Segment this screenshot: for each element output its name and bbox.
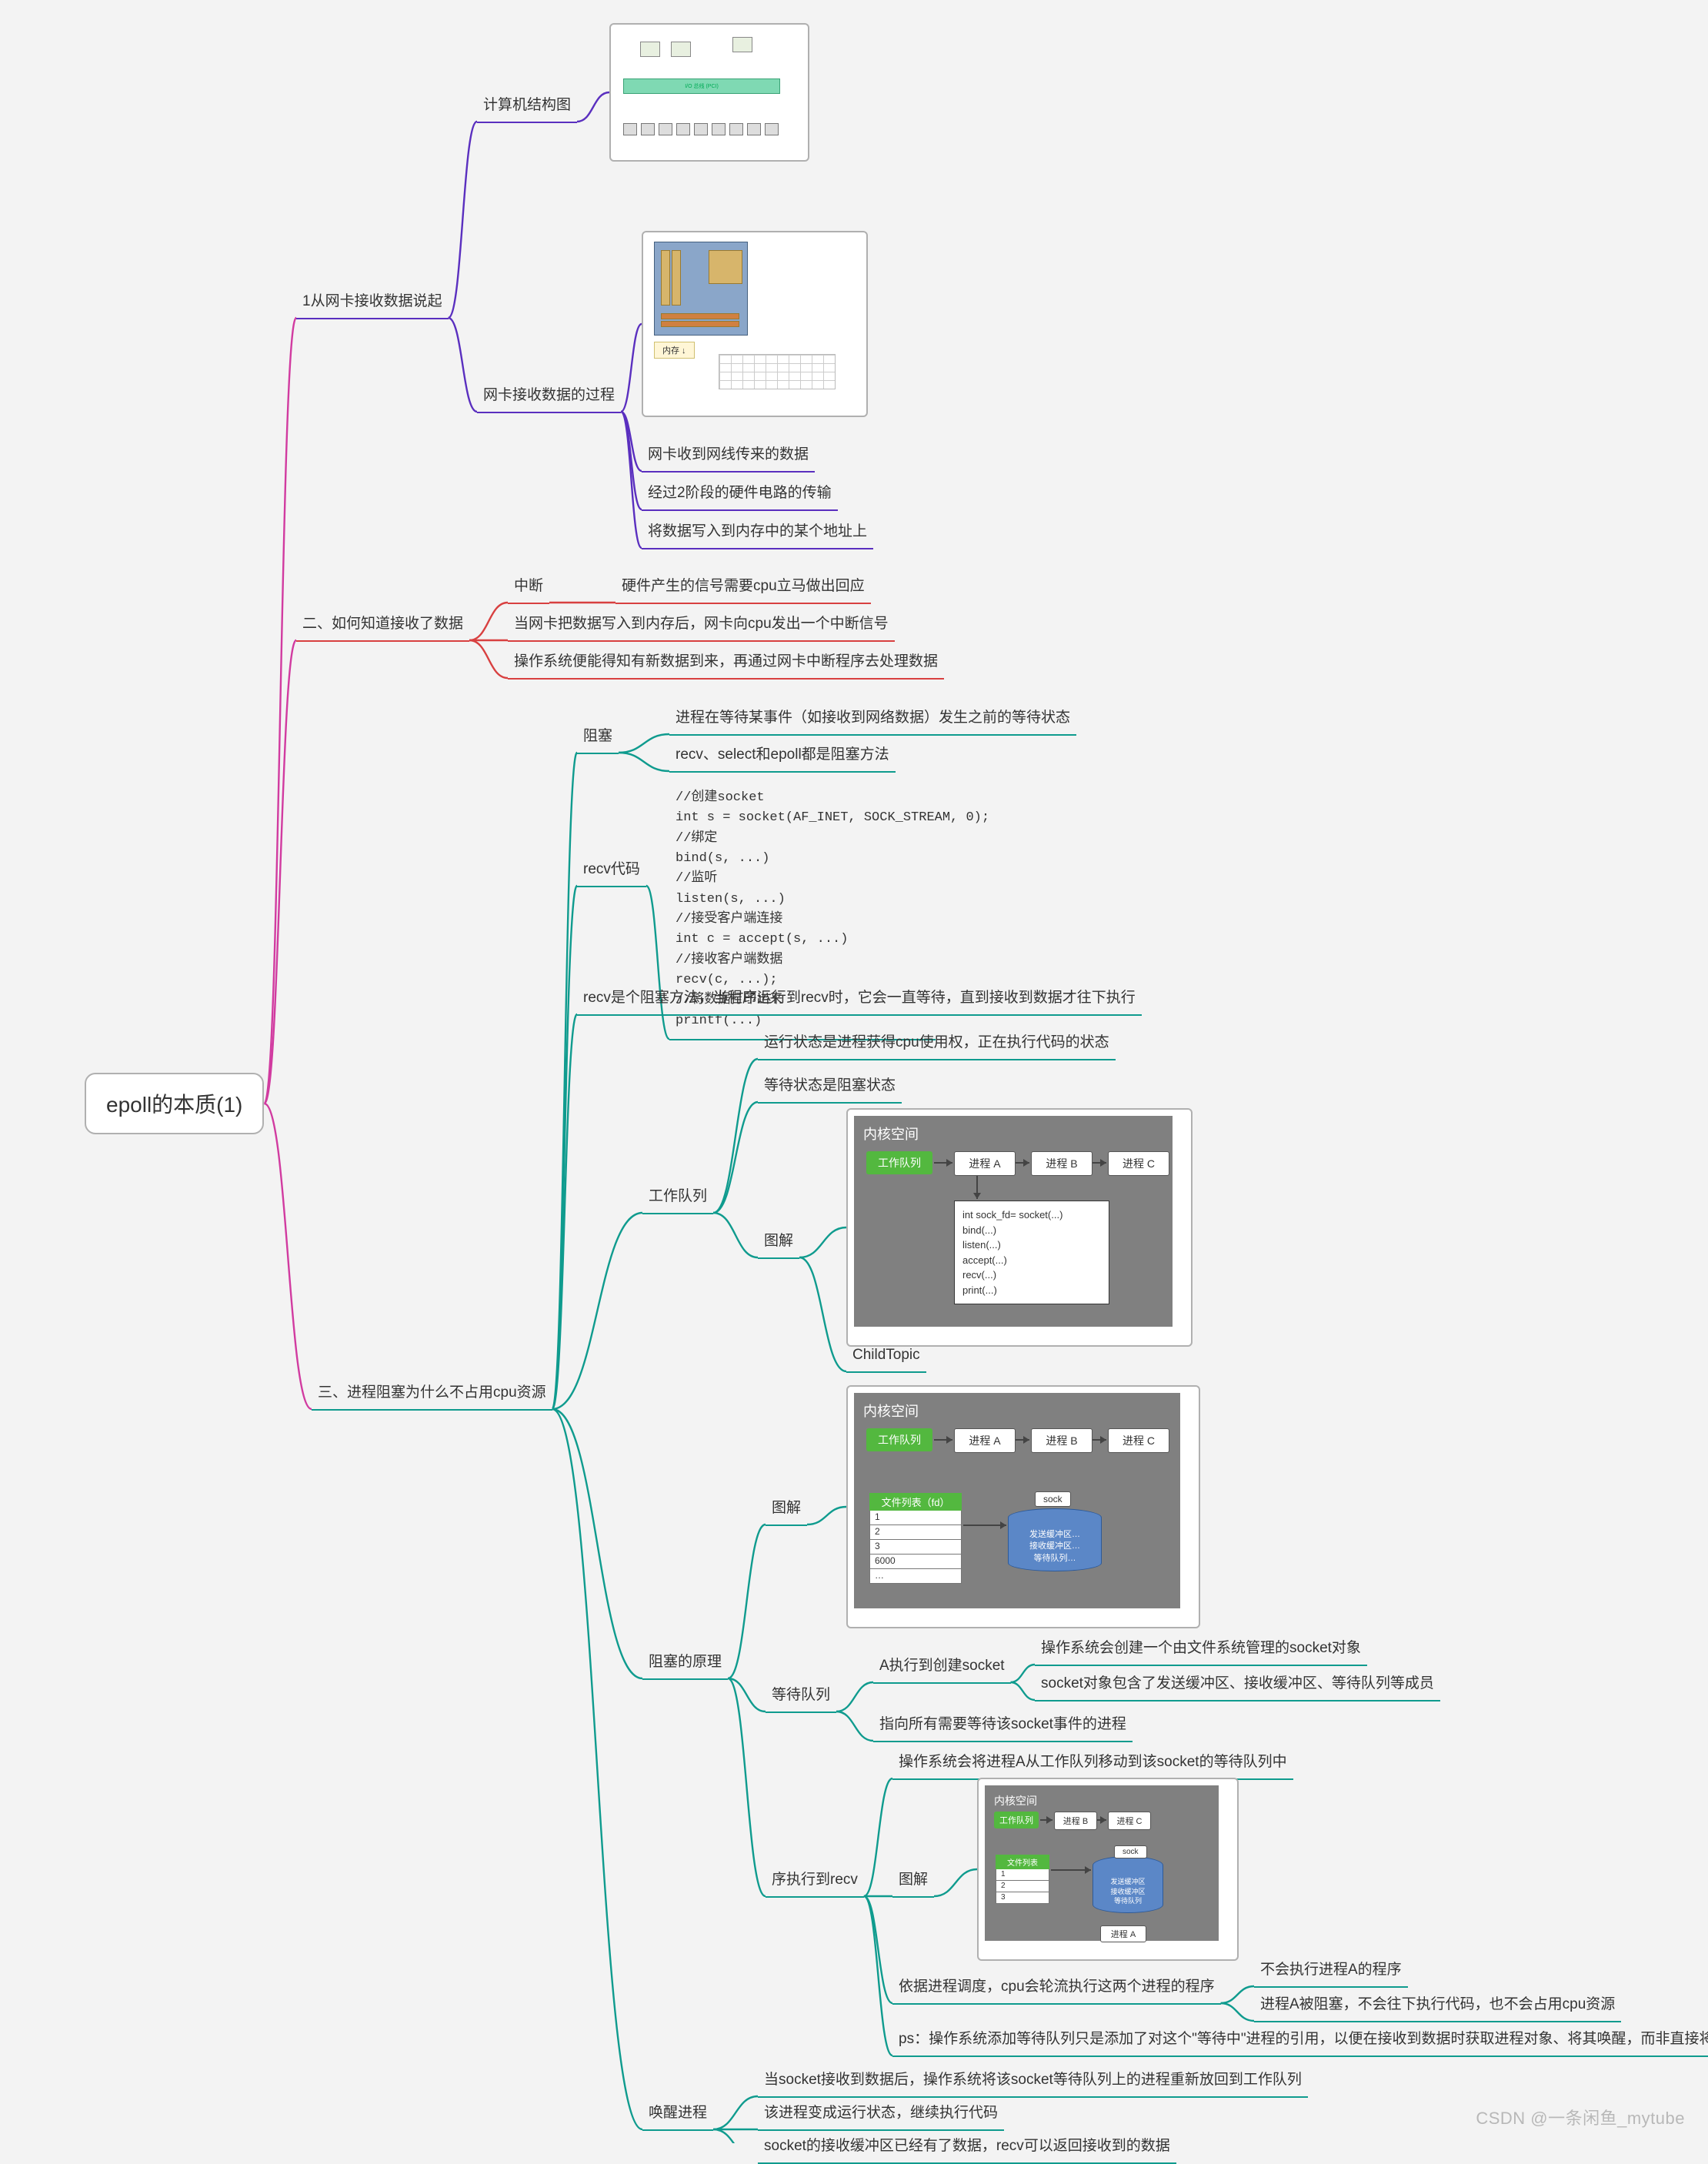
connector <box>552 1213 642 1409</box>
connector <box>864 1896 892 2055</box>
connector <box>1221 1986 1254 2003</box>
connector <box>713 1213 758 1257</box>
connector <box>807 1507 846 1524</box>
mindmap-node[interactable]: socket的接收缓冲区已经有了数据，recv可以返回接收到的数据 <box>758 2131 1176 2164</box>
connector <box>799 1257 846 1371</box>
connector <box>799 1227 846 1257</box>
connector <box>728 1524 766 1678</box>
mindmap-node[interactable]: 阻塞的原理 <box>642 1647 728 1680</box>
mindmap-node[interactable]: 中断 <box>508 571 549 604</box>
mindmap-node[interactable]: 网卡收到网线传来的数据 <box>642 439 815 473</box>
embedded-kern3[interactable]: 内核空间工作队列进程 B进程 C文件列表123发送缓冲区接收缓冲区等待队列soc… <box>977 1778 1239 1961</box>
mindmap-node[interactable]: ps：操作系统添加等待队列只是添加了对这个"等待中"进程的引用，以便在接收到数据… <box>892 2024 1708 2057</box>
connector <box>577 92 609 122</box>
mindmap-node[interactable]: 进程在等待某事件（如接收到网络数据）发生之前的等待状态 <box>669 703 1076 736</box>
mindmap-node[interactable]: 阻塞 <box>577 721 619 754</box>
connector <box>264 640 296 1104</box>
connector <box>836 1711 873 1741</box>
mindmap-node[interactable]: socket对象包含了发送缓冲区、接收缓冲区、等待队列等成员 <box>1035 1668 1440 1701</box>
mindmap-node[interactable]: 进程A被阻塞，不会往下执行代码，也不会占用cpu资源 <box>1254 1989 1621 2022</box>
connector <box>713 1102 758 1213</box>
mindmap-node[interactable]: 依据进程调度，cpu会轮流执行这两个进程的程序 <box>892 1972 1221 2005</box>
mindmap-node[interactable]: 操作系统会创建一个由文件系统管理的socket对象 <box>1035 1633 1367 1666</box>
mindmap-node[interactable]: 当网卡把数据写入到内存后，网卡向cpu发出一个中断信号 <box>508 609 895 642</box>
embedded-arch[interactable]: I/O 总线 (PCI) <box>609 23 809 162</box>
connector <box>552 1409 642 2129</box>
connector <box>864 1778 892 1896</box>
connector <box>264 1104 312 1409</box>
connector <box>449 122 477 318</box>
mindmap-node[interactable]: 1从网卡接收数据说起 <box>296 286 449 319</box>
mindmap-node[interactable]: 该进程变成运行状态，继续执行代码 <box>758 2098 1004 2131</box>
mindmap-node[interactable]: 计算机结构图 <box>477 90 577 123</box>
mindmap-node[interactable]: 图解 <box>758 1226 799 1259</box>
connector <box>621 412 642 471</box>
embedded-mobo[interactable]: 内存 ↓ <box>642 231 868 417</box>
connector <box>552 886 577 1409</box>
embedded-kern2[interactable]: 内核空间工作队列进程 A进程 B进程 C文件列表（fd）1236000…发送缓冲… <box>846 1385 1200 1628</box>
mindmap-node[interactable]: 等待队列 <box>766 1680 836 1713</box>
connector <box>469 603 508 640</box>
connector <box>1011 1665 1035 1682</box>
connector <box>934 1869 977 1896</box>
mindmap-node[interactable]: 序执行到recv <box>766 1865 864 1898</box>
mindmap-node[interactable]: recv、select和epoll都是阻塞方法 <box>669 740 896 773</box>
connector <box>552 1409 642 1678</box>
mindmap-node[interactable]: 当socket接收到数据后，操作系统将该socket等待队列上的进程重新放回到工… <box>758 2065 1308 2098</box>
mindmap-node[interactable]: A执行到创建socket <box>873 1651 1011 1684</box>
connector <box>728 1678 766 1896</box>
connector <box>552 753 577 1409</box>
mindmap-node[interactable]: 图解 <box>892 1865 934 1898</box>
connector <box>621 324 642 412</box>
mindmap-node[interactable]: 唤醒进程 <box>642 2098 713 2131</box>
connector <box>621 412 642 509</box>
connector <box>619 753 669 771</box>
connector <box>552 1014 577 1409</box>
root-node[interactable]: epoll的本质(1) <box>85 1073 264 1134</box>
connector <box>621 412 642 548</box>
embedded-kern1[interactable]: 内核空间工作队列进程 A进程 B进程 Cint sock_fd= socket(… <box>846 1108 1193 1347</box>
connector <box>619 734 669 753</box>
mindmap-node[interactable]: 运行状态是进程获得cpu使用权，正在执行代码的状态 <box>758 1027 1116 1060</box>
connector <box>264 318 296 1104</box>
connector <box>1221 2003 1254 2021</box>
mindmap-node[interactable]: recv是个阻塞方法，当程序运行到recv时，它会一直等待，直到接收到数据才往下… <box>577 983 1142 1016</box>
mindmap-node[interactable]: 将数据写入到内存中的某个地址上 <box>642 516 873 549</box>
mindmap-node[interactable]: 三、进程阻塞为什么不占用cpu资源 <box>312 1378 552 1411</box>
connector <box>646 886 669 1039</box>
connector <box>836 1682 873 1711</box>
connector <box>713 2129 758 2143</box>
watermark: CSDN @一条闲鱼_mytube <box>1476 2105 1685 2129</box>
mindmap-node[interactable]: 操作系统便能得知有新数据到来，再通过网卡中断程序去处理数据 <box>508 646 944 680</box>
mindmap-node[interactable]: 图解 <box>766 1493 807 1526</box>
mindmap-node[interactable]: 不会执行进程A的程序 <box>1254 1955 1408 1988</box>
mindmap-node[interactable]: 网卡接收数据的过程 <box>477 380 621 413</box>
connector <box>713 2096 758 2129</box>
mindmap-node[interactable]: recv代码 <box>577 854 646 887</box>
connector <box>1011 1682 1035 1700</box>
connector <box>864 1896 892 2003</box>
connector <box>713 1059 758 1213</box>
connector <box>469 640 508 678</box>
mindmap-node[interactable]: 指向所有需要等待该socket事件的进程 <box>873 1709 1133 1742</box>
mindmap-node[interactable]: ChildTopic <box>846 1344 926 1373</box>
mindmap-node[interactable]: 等待状态是阻塞状态 <box>758 1070 902 1104</box>
mindmap-node[interactable]: 经过2阶段的硬件电路的传输 <box>642 478 838 511</box>
connector <box>728 1678 766 1711</box>
mindmap-node[interactable]: 工作队列 <box>642 1181 713 1214</box>
mindmap-node[interactable]: 二、如何知道接收了数据 <box>296 609 469 642</box>
mindmap-node[interactable]: 硬件产生的信号需要cpu立马做出回应 <box>615 571 871 604</box>
mindmap-node[interactable]: 操作系统会将进程A从工作队列移动到该socket的等待队列中 <box>892 1747 1293 1780</box>
connector <box>449 318 477 412</box>
